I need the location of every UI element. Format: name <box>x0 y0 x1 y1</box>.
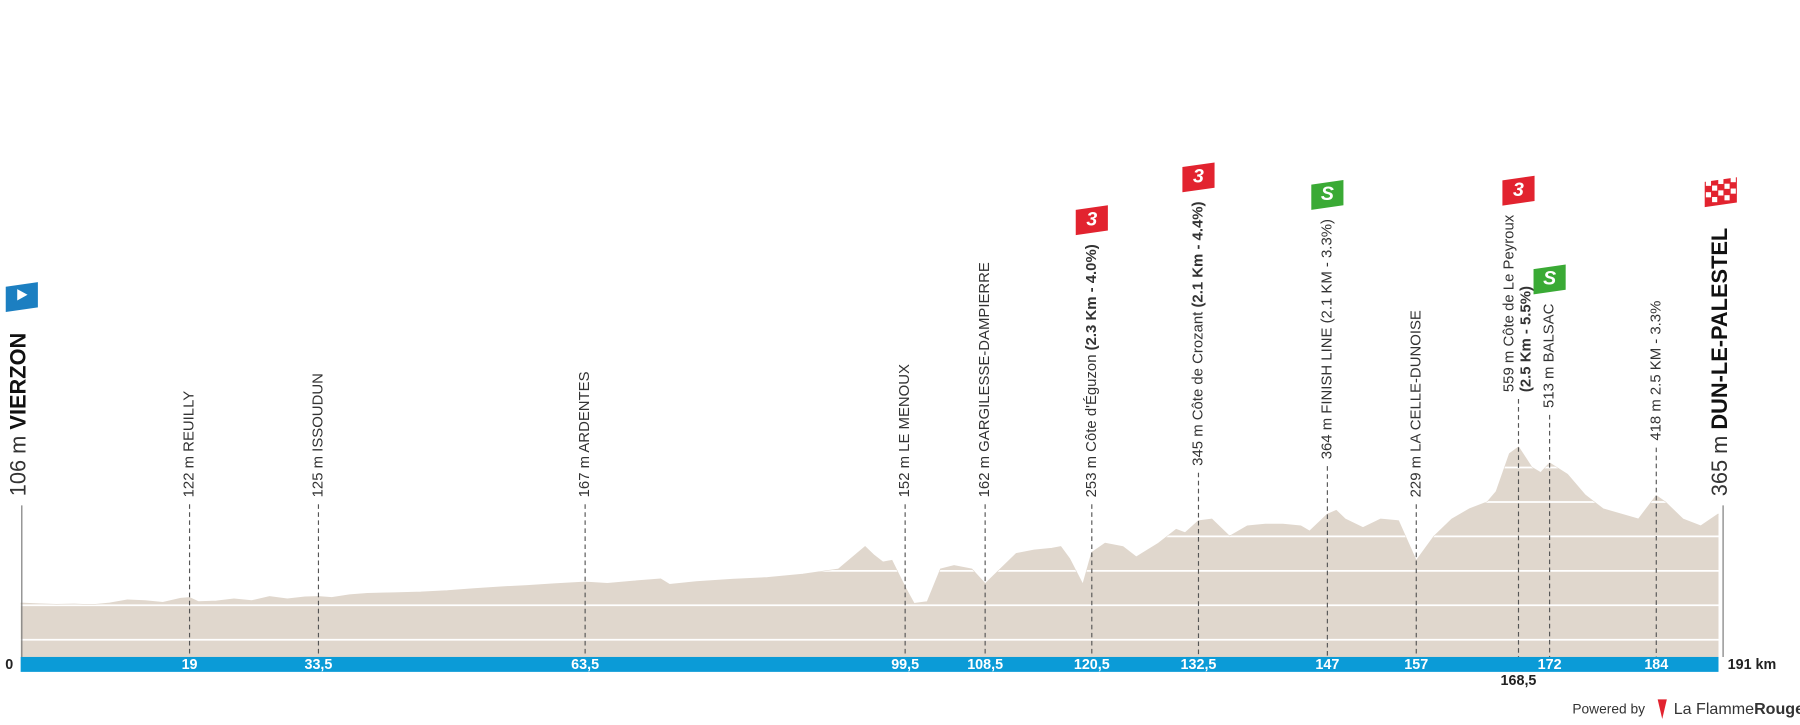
flag-square <box>1718 178 1724 185</box>
powered-by: Powered by <box>1572 701 1645 716</box>
badge-text: 3 <box>1086 208 1097 230</box>
start-arrow <box>17 289 28 301</box>
waypoint-label: 559 m Côte de Le Peyroux(2.5 Km - 5.5%) <box>1500 214 1534 392</box>
waypoint-name: 364 m FINISH LINE (2.1 KM - 3.3%) <box>1318 219 1335 459</box>
distance-bar <box>20 656 1719 672</box>
badge-text: 3 <box>1513 179 1524 201</box>
badge <box>1533 264 1566 295</box>
x-tick-label: 33,5 <box>305 657 333 673</box>
badge <box>1502 175 1535 206</box>
badge-text: S <box>1543 268 1556 290</box>
waypoint-name: 125 m ISSOUDUN <box>309 373 326 497</box>
flag-square <box>1724 183 1730 189</box>
flag-square <box>1730 177 1736 183</box>
waypoint-name: 162 m GARGILESSE-DAMPIERRE <box>976 262 993 497</box>
waypoint-label: 253 m Côte d'Éguzon (2.3 Km - 4.0%) <box>1083 244 1100 497</box>
x-tick-label: 157 <box>1404 657 1428 673</box>
x-tick-label: 99,5 <box>891 657 919 673</box>
x-tick-label: 120,5 <box>1074 657 1110 673</box>
waypoint-name: 122 m REUILLY <box>180 391 197 498</box>
waypoint-detail: (2.3 Km - 4.0%) <box>1083 244 1100 350</box>
start-label: 106 m VIERZON <box>5 333 30 497</box>
badge-text: 3 <box>1193 166 1204 188</box>
finish-label: 365 m DUN-LE-PALESTEL <box>1707 228 1732 496</box>
flag-square <box>1718 190 1724 196</box>
brand: La FlammeRouge <box>1674 700 1800 718</box>
waypoint-name: 513 m BALSAC <box>1541 303 1558 408</box>
finish-flag <box>1704 177 1737 208</box>
x-tick-label: 147 <box>1315 657 1339 673</box>
waypoint-label: 167 m ARDENTES <box>576 371 593 497</box>
start-name: VIERZON <box>5 333 30 430</box>
waypoint-label: 125 m ISSOUDUN <box>309 373 326 497</box>
waypoint-name: 345 m Côte de Crozant <box>1189 311 1206 466</box>
profile-fill <box>20 447 1719 657</box>
flag-square <box>1705 180 1712 186</box>
flag-square <box>1712 185 1718 191</box>
waypoint-label: 418 m 2.5 KM - 3.3% <box>1647 301 1664 441</box>
x-tick-label: 184 <box>1644 657 1668 673</box>
waypoint-name: 152 m LE MENOUX <box>896 364 913 497</box>
waypoint-label: 513 m BALSAC <box>1541 303 1558 408</box>
waypoint-detail: (2.5 Km - 5.5%) <box>1517 286 1534 392</box>
badge <box>1182 162 1215 193</box>
brand-bold: Rouge <box>1754 700 1800 718</box>
badge <box>1311 180 1344 210</box>
waypoint-label: 152 m LE MENOUX <box>896 364 913 497</box>
x-tick-label: 168,5 <box>1501 673 1537 689</box>
x-tick-label: 63,5 <box>571 657 599 673</box>
waypoint-label: 162 m GARGILESSE-DAMPIERRE <box>976 262 993 497</box>
waypoint-label: 229 m LA CELLE-DUNOISE <box>1407 310 1424 497</box>
flag-square <box>1712 197 1718 203</box>
waypoint-label: 345 m Côte de Crozant (2.1 Km - 4.4%) <box>1189 201 1206 465</box>
waypoint-label: 122 m REUILLY <box>180 391 197 498</box>
x-tick-label: 0 <box>5 657 13 673</box>
flag-square <box>1730 188 1736 194</box>
brand-light: La Flamme <box>1674 700 1754 718</box>
waypoint-label: 364 m FINISH LINE (2.1 KM - 3.3%) <box>1318 219 1335 459</box>
finish-name: DUN-LE-PALESTEL <box>1707 228 1732 430</box>
x-tick-label: 19 <box>182 657 198 673</box>
badge <box>1075 205 1108 236</box>
waypoint-name: 559 m Côte de Le Peyroux <box>1500 214 1517 392</box>
waypoint-name: 418 m 2.5 KM - 3.3% <box>1647 301 1664 441</box>
x-tick-label: 191 km <box>1728 657 1777 673</box>
waypoint-name: 253 m Côte d'Éguzon <box>1083 354 1100 497</box>
waypoint-detail: (2.1 Km - 4.4%) <box>1189 201 1206 307</box>
finish-altitude: 365 m <box>1707 436 1732 497</box>
x-tick-label: 172 <box>1538 657 1562 673</box>
badge-text: S <box>1321 183 1334 205</box>
waypoint-name: 167 m ARDENTES <box>576 371 593 497</box>
waypoint-name: 229 m LA CELLE-DUNOISE <box>1407 310 1424 497</box>
brand-icon <box>1657 699 1667 719</box>
start-altitude: 106 m <box>5 436 30 497</box>
x-tick-label: 108,5 <box>967 657 1003 673</box>
profile-line <box>20 446 1719 606</box>
flag-square <box>1724 195 1730 201</box>
flag-square <box>1705 192 1712 198</box>
x-tick-label: 132,5 <box>1181 657 1217 673</box>
